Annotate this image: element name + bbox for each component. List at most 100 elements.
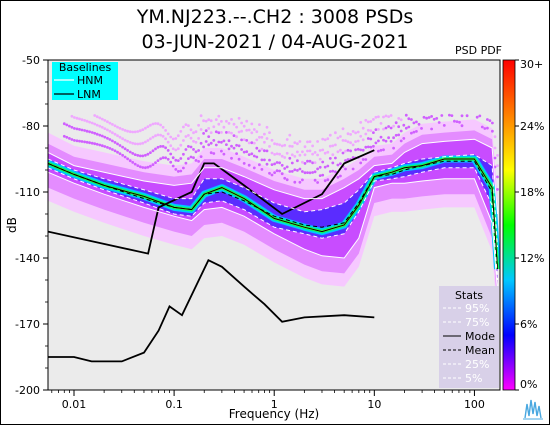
density-dot: [397, 125, 401, 129]
density-dot: [189, 145, 193, 149]
density-dot: [166, 132, 170, 136]
density-dot: [387, 136, 390, 140]
density-dot: [121, 127, 124, 131]
density-dot: [93, 142, 97, 146]
density-dot: [430, 127, 433, 131]
density-dot: [184, 148, 188, 151]
density-dot: [204, 129, 208, 133]
density-dot: [240, 121, 244, 125]
density-dot: [323, 165, 327, 169]
density-dot: [116, 142, 119, 146]
density-dot: [176, 134, 180, 138]
density-dot: [306, 140, 309, 144]
density-dot: [313, 178, 317, 182]
density-dot: [415, 130, 418, 133]
density-dot: [149, 164, 152, 168]
density-dot: [103, 145, 107, 148]
density-dot: [187, 134, 190, 137]
density-dot: [331, 153, 335, 157]
density-dot: [341, 151, 345, 155]
density-dot: [379, 122, 383, 125]
density-dot: [240, 129, 244, 133]
density-dot: [70, 138, 74, 141]
density-dot: [111, 123, 114, 126]
baselines-legend-title: Baselines: [59, 61, 112, 74]
density-dot: [227, 131, 231, 134]
density-dot: [116, 134, 119, 138]
density-dot: [171, 156, 175, 160]
mean-legend-label: Mean: [465, 344, 495, 357]
density-dot: [285, 138, 289, 141]
density-dot: [111, 131, 114, 135]
density-dot: [220, 140, 223, 144]
colorbar-tick-label: 18%: [520, 186, 544, 199]
density-dot: [222, 152, 226, 156]
density-dot: [296, 150, 299, 154]
density-dot: [290, 145, 294, 148]
density-dot: [496, 164, 499, 168]
density-dot: [90, 121, 94, 125]
y-axis-label: dB: [5, 217, 19, 233]
density-dot: [450, 114, 454, 117]
density-dot: [144, 140, 147, 144]
density-dot: [252, 154, 256, 158]
density-dot: [184, 135, 188, 138]
density-dot: [154, 161, 157, 165]
density-dot: [217, 140, 221, 144]
density-dot: [308, 159, 312, 163]
density-dot: [359, 161, 363, 165]
density-dot: [280, 144, 284, 148]
density-dot: [199, 128, 203, 131]
density-dot: [318, 157, 322, 161]
density-dot: [108, 138, 112, 141]
density-dot: [475, 115, 479, 119]
density-dot: [217, 122, 221, 126]
density-dot: [242, 124, 246, 128]
density-dot: [62, 122, 66, 126]
density-dot: [237, 116, 241, 120]
density-dot: [326, 178, 330, 182]
density-dot: [217, 131, 221, 135]
density-dot: [273, 142, 276, 146]
density-dot: [103, 119, 107, 122]
density-dot: [126, 149, 129, 152]
density-dot: [366, 145, 370, 149]
density-dot: [111, 139, 114, 143]
density-dot: [308, 149, 312, 153]
density-dot: [427, 116, 431, 119]
density-dot: [202, 132, 206, 135]
mode-legend-label: Mode: [465, 330, 495, 343]
density-dot: [133, 162, 137, 166]
density-dot: [258, 163, 261, 167]
density-dot: [123, 155, 127, 159]
density-dot: [88, 120, 91, 124]
density-dot: [220, 149, 223, 153]
density-dot: [70, 125, 74, 129]
density-dot: [313, 151, 317, 154]
density-dot: [116, 150, 119, 154]
density-dot: [159, 145, 163, 148]
density-dot: [174, 137, 178, 140]
lnm-curve: [48, 258, 375, 363]
density-dot: [98, 143, 102, 147]
density-dot: [359, 121, 363, 124]
density-dot: [169, 144, 173, 148]
density-dot: [268, 131, 271, 135]
density-dot: [106, 120, 109, 124]
stats-legend-title: Stats: [455, 289, 483, 302]
density-dot: [141, 128, 145, 132]
density-dot: [182, 152, 185, 156]
density-dot: [346, 132, 350, 136]
density-dot: [420, 126, 423, 130]
density-dot: [182, 139, 185, 142]
density-dot: [235, 152, 239, 156]
density-dot: [334, 156, 337, 160]
density-dot: [225, 143, 228, 147]
density-dot: [100, 125, 104, 129]
density-dot: [131, 130, 135, 134]
density-dot: [397, 117, 401, 120]
density-dot: [174, 158, 178, 162]
density-dot: [346, 158, 350, 161]
y-tick-label: -110: [15, 186, 40, 199]
density-dot: [106, 146, 109, 149]
